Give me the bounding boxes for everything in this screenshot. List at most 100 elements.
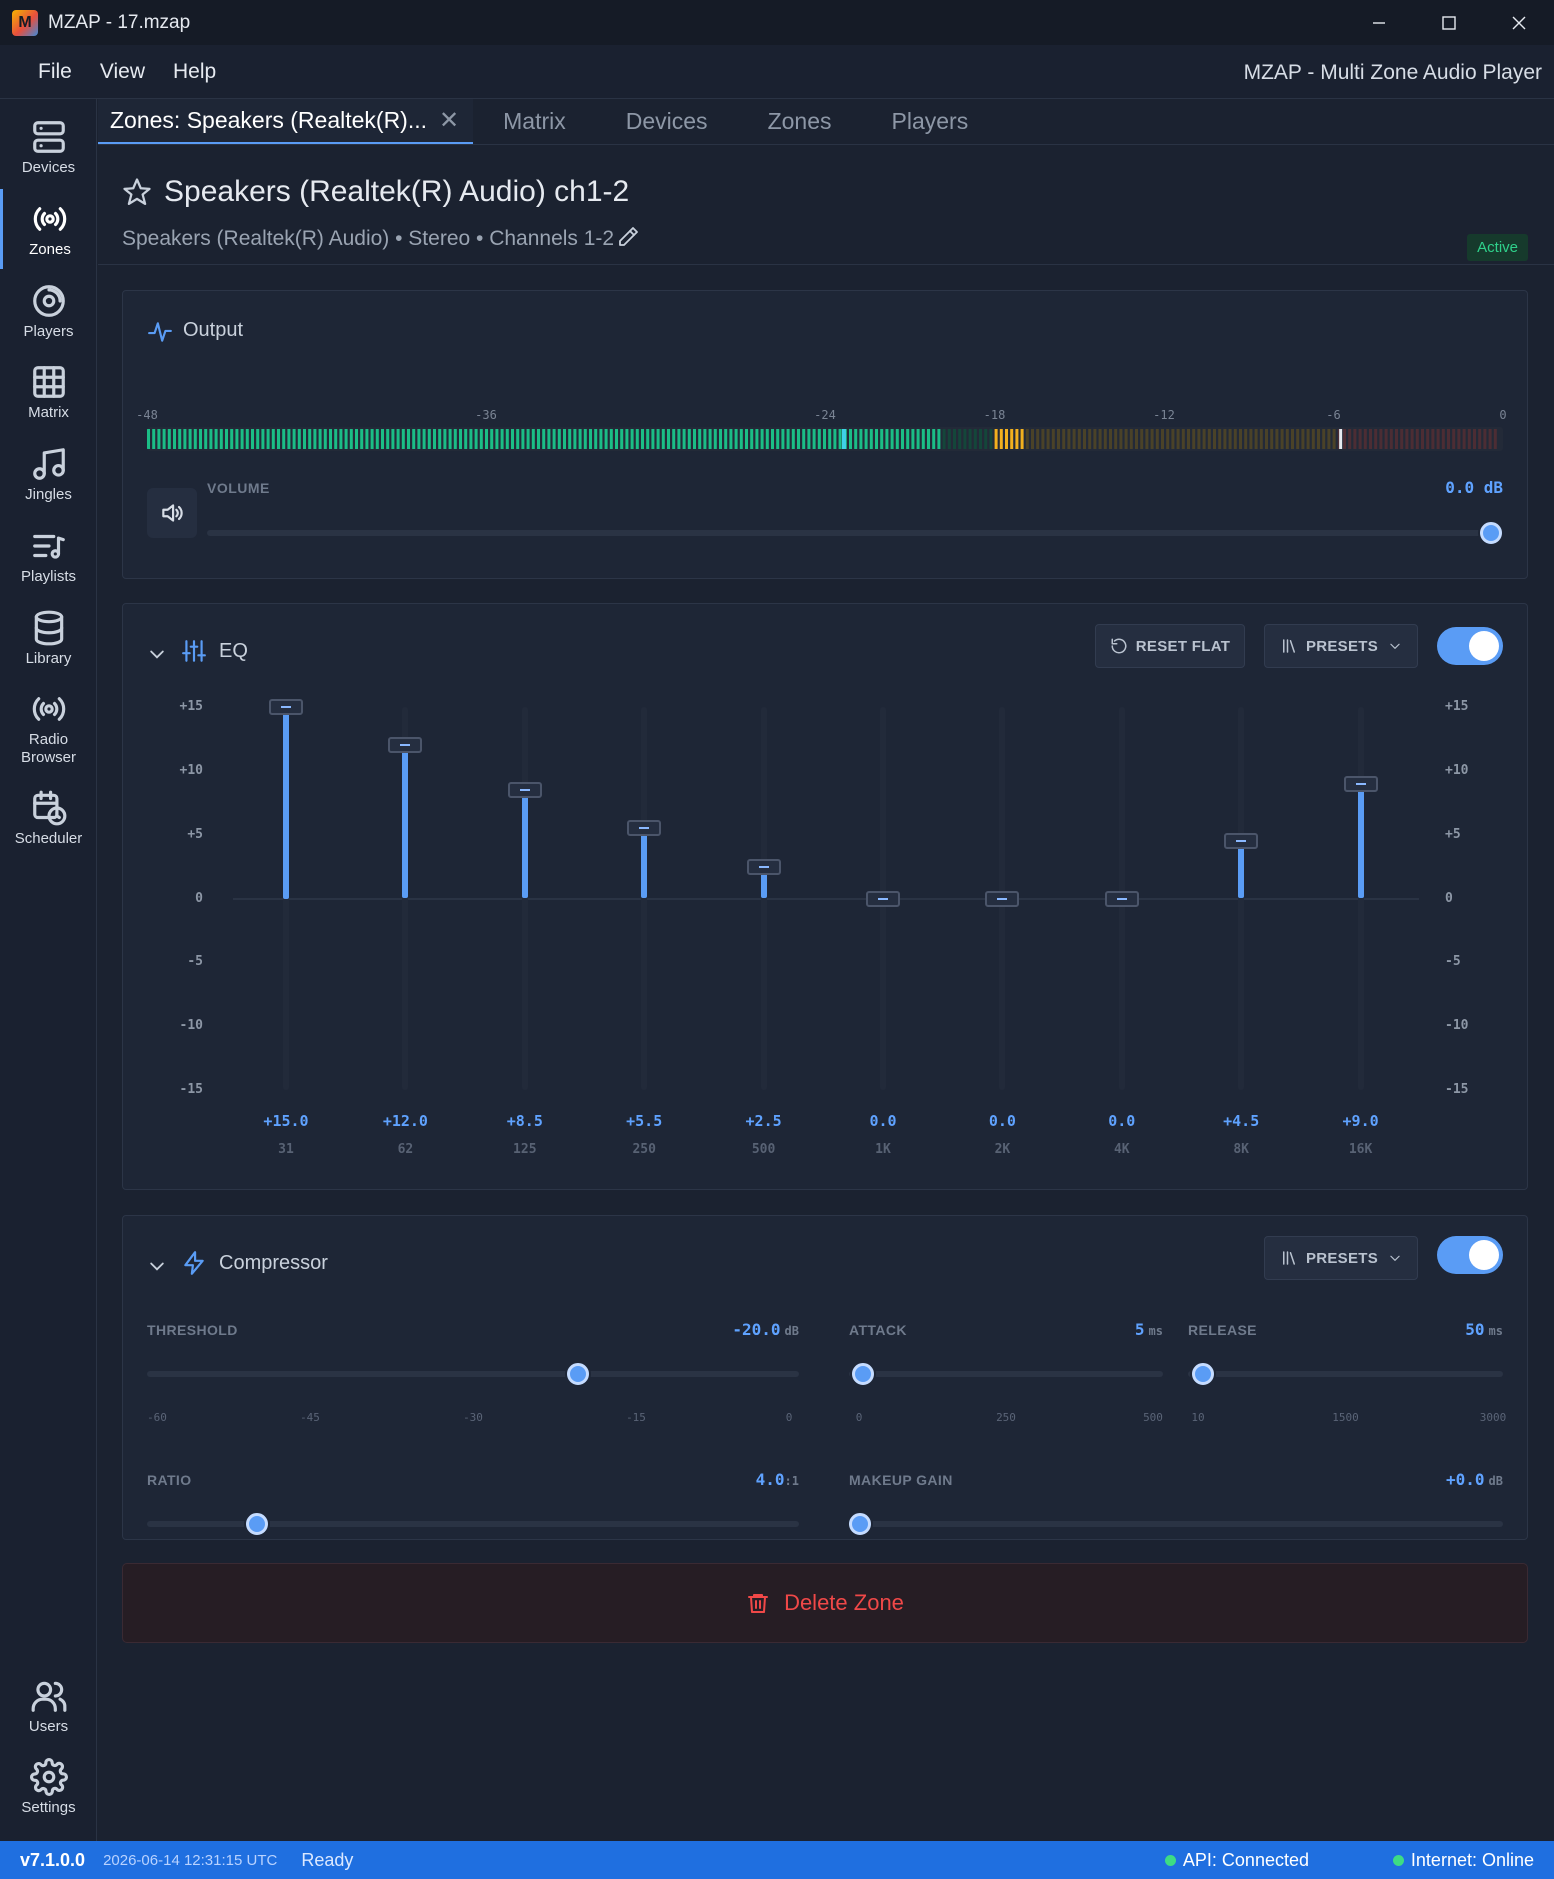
eq-band-knob[interactable] [1343,775,1378,792]
eq-band-knob[interactable] [1224,833,1259,850]
sidebar-item-devices[interactable]: Devices [0,107,97,187]
meter-segment [703,429,707,449]
tab-close-icon[interactable]: ✕ [439,107,460,134]
eq-band-slider[interactable] [283,707,289,1090]
minimize-button[interactable] [1344,0,1414,45]
makeup-slider[interactable] [849,1521,1503,1527]
tab-devices[interactable]: Devices [625,108,708,134]
meter-segment [1181,429,1185,449]
meter-segment [469,429,473,449]
eq-band-slider[interactable] [1238,707,1245,1090]
close-icon [1512,16,1526,29]
eq-band-slider[interactable] [1357,707,1364,1090]
chevron-down-icon[interactable] [147,1256,167,1276]
meter-segment [693,429,696,449]
chevron-down-icon[interactable] [147,644,167,664]
sidebar-item-settings[interactable]: Settings [0,1747,97,1827]
release-slider[interactable] [1188,1371,1503,1377]
threshold-value-unit: dB [784,1324,799,1338]
meter-segment [719,429,722,449]
sidebar-item-zones[interactable]: Zones [0,189,97,269]
eq-band-slider[interactable] [402,707,409,1090]
mute-button[interactable] [147,488,197,538]
sidebar-item-matrix[interactable]: Matrix [0,352,97,432]
ratio-slider-thumb[interactable] [246,1513,269,1535]
sidebar-item-users[interactable]: Users [0,1666,97,1746]
meter-segment [1202,429,1206,449]
eq-band-knob[interactable] [627,820,662,837]
eq-band-slider[interactable] [641,707,648,1090]
meter-segment [615,429,618,449]
eq-band-knob[interactable] [985,890,1020,907]
attack-slider-thumb[interactable] [851,1363,874,1385]
delete-zone-button[interactable]: Delete Zone [122,1563,1528,1643]
ratio-slider[interactable] [147,1521,799,1527]
compressor-presets-button[interactable]: PRESETS [1264,1236,1418,1280]
ratio-label: RATIO [147,1472,192,1488]
sidebar-item-radio-browser[interactable]: Radio Browser [0,683,97,773]
tab-players[interactable]: Players [891,108,969,134]
maximize-button[interactable] [1414,0,1484,45]
eq-axis-label: -10 [179,1018,203,1034]
eq-band-knob[interactable] [746,858,781,875]
makeup-slider-thumb[interactable] [849,1513,871,1535]
eq-band-knob[interactable] [1104,890,1139,907]
menu-help[interactable]: Help [172,59,217,83]
eq-presets-button[interactable]: PRESETS [1264,624,1418,668]
meter-segment [183,429,187,449]
eq-band-slider[interactable] [521,707,528,1090]
chevron-down-icon [1390,643,1400,649]
meter-segment [646,429,650,449]
meter-segment [396,429,400,449]
threshold-value-number: -20.0 [732,1320,781,1339]
eq-band-knob[interactable] [866,890,900,907]
sidebar-item-players[interactable]: Players [0,271,97,351]
meter-segment [656,429,660,449]
star-icon[interactable] [122,177,152,207]
meter-segment [505,429,509,449]
meter-segment [1395,429,1398,449]
eq-band-knob[interactable] [269,699,303,715]
sidebar-item-playlists[interactable]: Playlists [0,516,97,596]
menu-view[interactable]: View [99,59,145,83]
menu-file[interactable]: File [38,59,72,83]
meter-segment [1280,429,1284,449]
tab-matrix[interactable]: Matrix [503,108,566,134]
tab-zone-speakers[interactable]: Zones: Speakers (Realtek(R)... ✕ [98,99,474,144]
meter-segment [667,429,670,449]
eq-enable-toggle[interactable] [1437,627,1503,665]
attack-slider[interactable] [849,1371,1163,1377]
meter-segment [942,429,946,449]
meter-segment [1285,429,1289,449]
pencil-icon[interactable] [616,225,640,249]
meter-segment [557,429,561,449]
meter-segment [1473,429,1476,449]
tab-zones[interactable]: Zones [767,108,832,134]
makeup-value-unit: dB [1488,1474,1503,1488]
gear-icon [29,1757,68,1796]
sidebar-item-label: Radio Browser [20,730,76,766]
meter-segment [578,429,582,449]
eq-band-slider[interactable] [760,707,767,1090]
meter-segment [838,429,842,449]
sidebar-item-scheduler[interactable]: Scheduler [0,778,97,858]
meter-segment [271,429,275,449]
eq-band-knob[interactable] [507,781,542,798]
close-window-button[interactable] [1484,0,1554,45]
reset-flat-button[interactable]: RESET FLAT [1095,624,1245,668]
threshold-slider[interactable] [147,1371,799,1377]
sidebar-item-jingles[interactable]: Jingles [0,434,97,514]
compressor-enable-toggle[interactable] [1437,1236,1503,1274]
volume-slider[interactable] [207,530,1503,536]
volume-slider-thumb[interactable] [1480,522,1502,544]
sidebar-item-library[interactable]: Library [0,598,97,678]
meter-segment [651,429,655,449]
eq-band-knob[interactable] [388,737,423,754]
meter-segment [438,429,442,449]
meter-segment [339,429,343,449]
meter-segment [1405,429,1409,449]
meter-segment [214,429,218,449]
release-slider-thumb[interactable] [1191,1363,1214,1385]
meter-segment [604,429,608,449]
threshold-slider-thumb[interactable] [567,1363,589,1385]
